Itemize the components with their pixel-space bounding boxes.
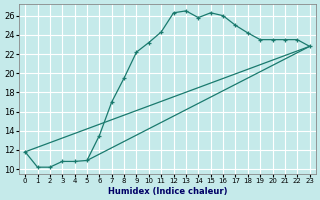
X-axis label: Humidex (Indice chaleur): Humidex (Indice chaleur) [108, 187, 227, 196]
